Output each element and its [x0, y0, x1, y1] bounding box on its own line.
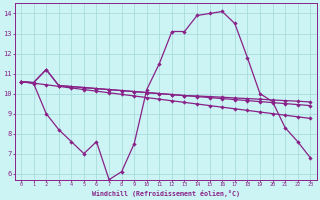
X-axis label: Windchill (Refroidissement éolien,°C): Windchill (Refroidissement éolien,°C) [92, 190, 240, 197]
